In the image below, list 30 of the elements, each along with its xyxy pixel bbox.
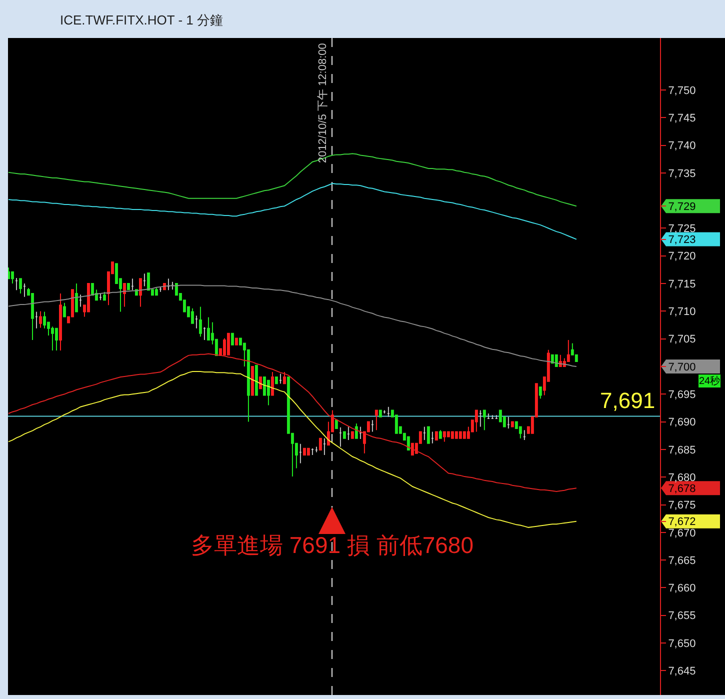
y-tick-label: 7,723 <box>668 234 696 246</box>
y-tick-label: 7,720 <box>668 250 696 263</box>
y-tick-label: 7,725 <box>668 223 696 236</box>
y-tick-label: 7,710 <box>668 306 696 318</box>
y-tick-label: 7,672 <box>668 516 696 528</box>
chart-title: ICE.TWF.FITX.HOT - 1 分鐘 <box>60 12 223 28</box>
y-tick-label: 7,665 <box>668 554 696 567</box>
y-tick-label: 7,650 <box>668 638 696 650</box>
y-tick-label: 7,700 <box>668 361 696 374</box>
y-tick-label: 7,645 <box>668 666 696 678</box>
y-tick-label: 7,690 <box>668 416 696 429</box>
y-tick-label: 7,670 <box>668 527 696 540</box>
y-tick-label: 7,675 <box>668 500 696 512</box>
y-tick-label: 7,685 <box>668 444 696 456</box>
y-tick-label: 7,715 <box>668 278 696 290</box>
y-tick-label: 7,740 <box>668 140 696 152</box>
ref-line-label: 7,691 <box>600 388 656 413</box>
annotation: 2012/10/5 下午 12:08:00 <box>317 43 329 163</box>
y-tick-label: 7,678 <box>668 483 696 496</box>
y-tick-label: 7,705 <box>668 334 696 346</box>
y-tick-label: 7,680 <box>668 472 696 484</box>
y-tick-label: 7,695 <box>668 389 696 401</box>
y-tick-label: 7,750 <box>668 84 696 97</box>
y-tick-label: 7,729 <box>668 200 696 213</box>
annotation: 多單進場 7691 損 前低7680 <box>191 532 474 558</box>
text: 24秒 <box>699 375 720 387</box>
y-tick-label: 7,655 <box>668 610 696 622</box>
y-tick-label: 7,735 <box>668 168 696 180</box>
y-tick-label: 7,745 <box>668 112 696 124</box>
y-tick-label: 7,660 <box>668 582 696 595</box>
